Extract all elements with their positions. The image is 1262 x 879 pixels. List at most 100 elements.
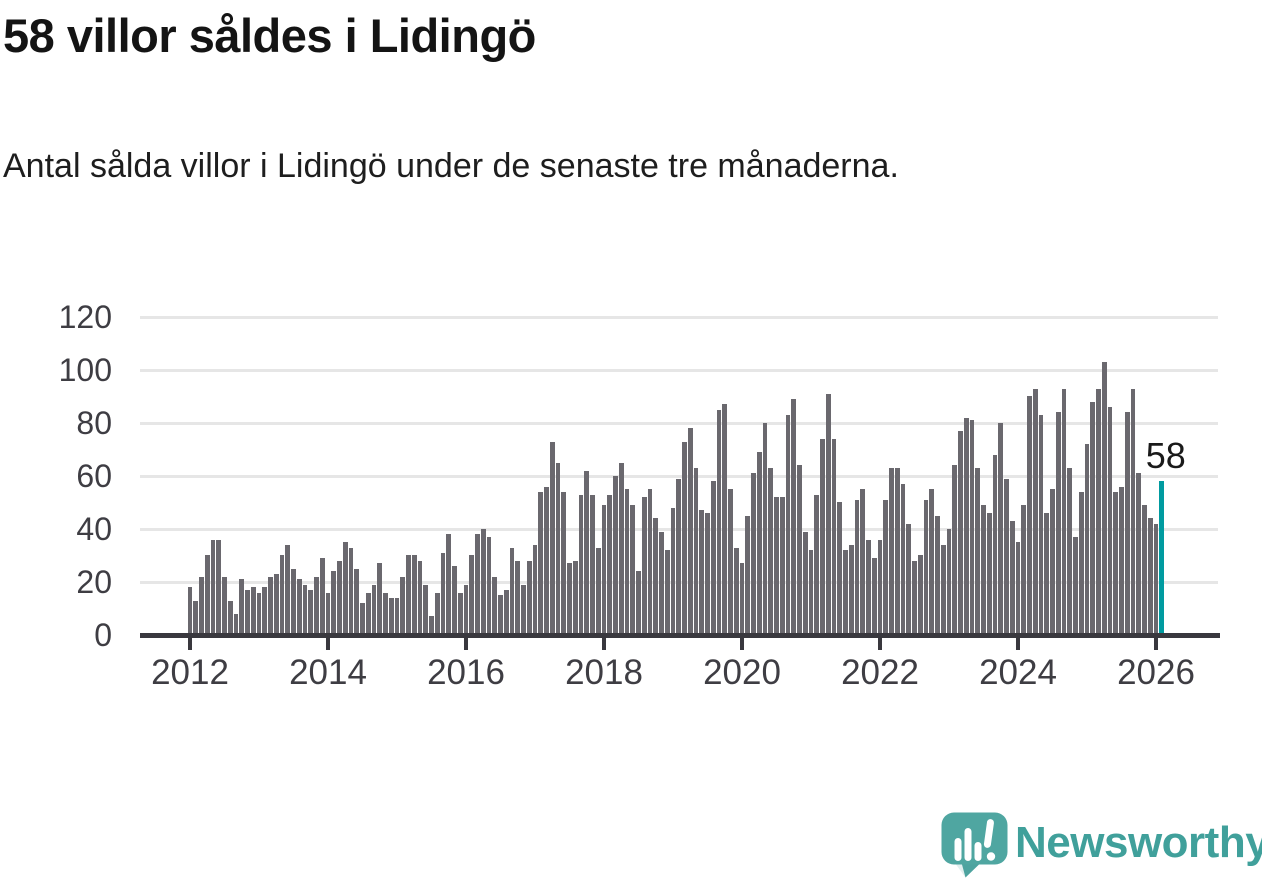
y-axis-tick-label: 40 (76, 511, 112, 547)
bar (1004, 479, 1009, 635)
bar (762, 423, 768, 635)
bar (498, 595, 503, 635)
newsworthy-wordmark: Newsworthy (1015, 818, 1262, 867)
bar (958, 431, 963, 635)
y-axis-tick-label: 120 (58, 299, 112, 335)
bar (1078, 492, 1084, 635)
bar (256, 593, 262, 635)
x-axis-tick (878, 637, 882, 650)
bar (1044, 513, 1050, 635)
bar (946, 529, 952, 635)
bar (739, 563, 745, 635)
bar (854, 500, 860, 635)
gridline (140, 368, 1218, 372)
bar (900, 484, 906, 635)
bar (388, 598, 394, 635)
bar (567, 563, 572, 635)
bar (549, 442, 555, 635)
bar (262, 587, 268, 635)
bar (285, 545, 291, 635)
bar (607, 495, 613, 635)
bar (532, 545, 538, 635)
bar (843, 550, 848, 635)
bar (1101, 362, 1107, 635)
bar (360, 603, 365, 635)
bar (636, 571, 641, 635)
x-axis-tick-label: 2022 (841, 653, 919, 692)
bar (544, 487, 549, 635)
bar (595, 548, 601, 635)
x-axis-tick (464, 637, 468, 650)
value-annotation: 58 (1145, 435, 1186, 477)
bar (383, 593, 388, 635)
bar (434, 593, 440, 635)
bar (745, 516, 751, 635)
highlight-bar (1159, 481, 1165, 635)
y-axis-tick-label: 20 (76, 564, 112, 600)
bar (492, 577, 498, 635)
bar (917, 555, 923, 635)
bar (981, 505, 986, 635)
bar (837, 502, 843, 635)
bar (526, 561, 532, 635)
bar (624, 489, 630, 635)
bar (682, 442, 687, 635)
bar (1130, 389, 1136, 635)
bar (411, 555, 417, 635)
bar (1147, 518, 1153, 635)
y-axis-tick-label: 100 (58, 352, 112, 388)
bar (860, 489, 866, 635)
bar (584, 471, 590, 635)
bar (883, 500, 889, 635)
bar (250, 587, 256, 635)
bar (825, 394, 831, 635)
x-axis-tick (188, 637, 192, 650)
newsworthy-logo-icon (941, 812, 1008, 878)
x-axis-tick (740, 637, 744, 650)
bar (710, 481, 716, 635)
bar (906, 524, 912, 635)
bar (1113, 492, 1119, 635)
bar (998, 423, 1004, 635)
newsworthy-logo: Newsworthy (941, 812, 1262, 878)
bar (779, 497, 785, 635)
bar (331, 571, 337, 635)
bar (929, 489, 935, 635)
bar (480, 529, 486, 635)
bar (1061, 389, 1067, 635)
bar (992, 455, 998, 635)
bar (751, 473, 756, 635)
bar (578, 495, 584, 635)
bar (785, 415, 791, 635)
bar (210, 540, 216, 635)
bar (509, 548, 515, 635)
bar (199, 577, 204, 635)
bar (193, 601, 199, 635)
bar (756, 452, 762, 635)
bar (273, 574, 279, 635)
bar (728, 489, 733, 635)
bar (590, 495, 595, 635)
bar (1124, 412, 1130, 635)
bar (613, 476, 618, 635)
bar (233, 614, 239, 635)
chart-subtitle: Antal sålda villor i Lidingö under de se… (3, 147, 899, 185)
bar (630, 505, 636, 635)
bar (296, 579, 302, 635)
bar (889, 468, 894, 635)
x-axis-tick-label: 2018 (565, 653, 643, 692)
bar (894, 468, 900, 635)
bar (204, 555, 210, 635)
bar (227, 601, 233, 635)
bar (291, 569, 296, 635)
bar (314, 577, 319, 635)
bar (1067, 468, 1073, 635)
bar (969, 420, 975, 635)
bar (486, 537, 492, 635)
bar (394, 598, 400, 635)
bar (693, 468, 699, 635)
gridline (140, 474, 1218, 478)
bar (1136, 473, 1142, 635)
bar (1119, 487, 1124, 635)
bar (521, 585, 526, 635)
